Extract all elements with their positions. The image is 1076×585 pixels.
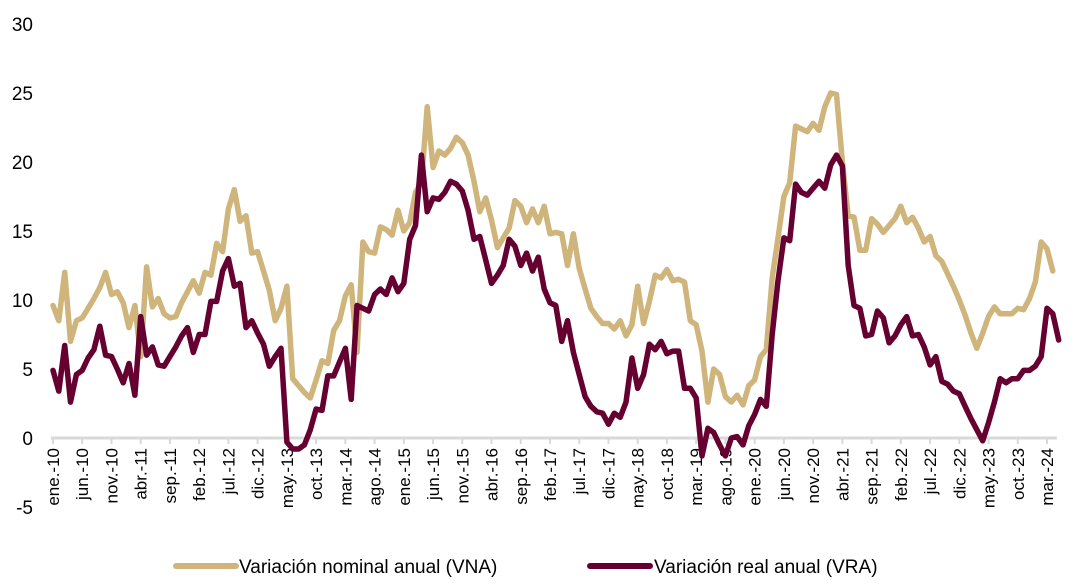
legend-label-vra: Variación real anual (VRA) <box>654 557 878 578</box>
x-tick-label: abr.-11 <box>132 448 151 500</box>
series-line-vna <box>50 90 1056 408</box>
series-layer <box>50 90 1062 459</box>
x-tick-label: abr.-21 <box>833 448 852 501</box>
x-tick-label: may.-13 <box>278 448 297 508</box>
legend-label-vna: Variación nominal anual (VNA) <box>239 557 497 578</box>
x-tick-label: oct.-18 <box>658 448 677 500</box>
x-tick-label: abr.-16 <box>483 448 502 501</box>
x-tick-label: ene.-10 <box>44 448 63 506</box>
x-tick-label: oct.-13 <box>307 448 326 500</box>
x-tick-label: nov.-10 <box>102 448 121 503</box>
x-tick-label: sep.-11 <box>161 448 180 503</box>
y-tick-label: 10 <box>12 291 33 312</box>
y-tick-label: 30 <box>12 15 33 36</box>
x-tick-label: may.-23 <box>980 448 999 508</box>
x-tick-label: may.-18 <box>629 448 648 508</box>
x-tick-label: jun.-10 <box>73 448 92 501</box>
y-tick-label: 5 <box>22 360 33 381</box>
x-tick-label: ene.-20 <box>746 448 765 506</box>
y-tick-label: 0 <box>22 429 33 450</box>
x-tick-label: sep.-16 <box>512 448 531 505</box>
x-tick-label: jul.-22 <box>921 448 940 495</box>
x-tick-label: ene.-15 <box>395 448 414 506</box>
x-tick-label: dic.-17 <box>599 448 618 499</box>
series-line-vra <box>50 152 1062 459</box>
x-axis: ene.-10 jun.-10 nov.-10 abr.-11 sep.-11 feb.-… <box>44 436 1057 508</box>
legend: Variación nominal anual (VNA) Variación … <box>173 557 878 578</box>
x-tick-label: oct.-23 <box>1009 448 1028 500</box>
x-tick-label: mar.-19 <box>687 448 706 506</box>
x-tick-label: feb.-12 <box>190 448 209 501</box>
x-tick-label: dic.-22 <box>950 448 969 499</box>
y-tick-label: 25 <box>12 84 33 105</box>
x-tick-label: jul.-12 <box>219 448 238 495</box>
x-tick-label: ago.-14 <box>366 448 385 506</box>
x-tick-label: jun.-20 <box>775 448 794 501</box>
y-tick-label: 20 <box>12 153 33 174</box>
x-tick-label: jul.-17 <box>570 448 589 495</box>
y-tick-label: 15 <box>12 222 33 243</box>
x-tick-label: mar.-14 <box>336 448 355 506</box>
x-tick-label: dic.-12 <box>249 448 268 499</box>
x-tick-label: mar.-24 <box>1038 448 1057 506</box>
x-tick-label: nov.-20 <box>804 448 823 503</box>
x-tick-label: ago.-19 <box>716 448 735 506</box>
y-axis: -5 0 5 10 15 20 25 30 <box>12 15 33 519</box>
x-tick-label: nov.-15 <box>453 448 472 503</box>
x-tick-label: feb.-17 <box>541 448 560 501</box>
x-tick-label: feb.-22 <box>892 448 911 501</box>
x-tick-label: sep.-21 <box>863 448 882 505</box>
x-tick-label: jun.-15 <box>424 448 443 501</box>
y-tick-label: -5 <box>16 498 33 519</box>
